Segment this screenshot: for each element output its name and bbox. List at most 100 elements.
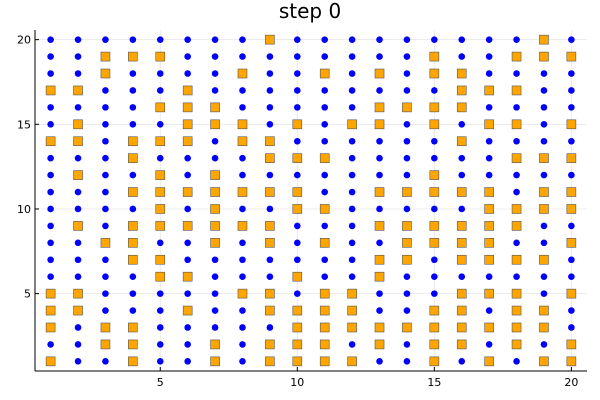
circle-marker: [485, 307, 493, 314]
circle-marker: [513, 188, 520, 196]
square-marker: [484, 221, 494, 231]
square-marker: [155, 271, 166, 282]
square-marker: [456, 305, 467, 316]
square-marker: [319, 68, 330, 79]
circle-marker: [211, 290, 219, 297]
square-marker: [456, 187, 467, 197]
square-marker: [319, 356, 330, 367]
circle-marker: [403, 154, 411, 162]
square-marker: [539, 305, 549, 316]
circle-marker: [348, 188, 356, 196]
square-marker: [566, 356, 577, 367]
square-marker: [429, 221, 440, 231]
square-marker: [155, 221, 166, 231]
circle-marker: [293, 70, 301, 77]
square-marker: [128, 221, 138, 231]
circle-marker: [321, 104, 329, 111]
circle-marker: [513, 137, 520, 145]
circle-marker: [348, 104, 356, 111]
square-marker: [566, 187, 577, 197]
circle-marker: [239, 341, 246, 348]
circle-marker: [458, 121, 466, 128]
circle-marker: [540, 273, 548, 280]
circle-marker: [293, 239, 301, 247]
circle-marker: [376, 171, 383, 179]
square-marker: [100, 68, 111, 79]
circle-marker: [184, 53, 191, 60]
square-marker: [182, 102, 193, 113]
square-marker: [73, 305, 83, 316]
circle-marker: [403, 171, 411, 179]
square-marker: [429, 356, 440, 367]
circle-marker: [156, 307, 164, 314]
circle-marker: [568, 171, 575, 179]
square-marker: [210, 119, 220, 130]
circle-marker: [348, 154, 356, 162]
square-marker: [128, 254, 138, 265]
square-marker: [429, 305, 440, 316]
square-marker: [539, 356, 549, 367]
square-marker: [292, 305, 303, 316]
circle-marker: [129, 87, 137, 94]
circle-marker: [74, 239, 82, 247]
circle-marker: [348, 239, 356, 247]
circle-marker: [403, 70, 411, 77]
chart-title: step 0: [279, 0, 341, 23]
circle-marker: [348, 341, 356, 348]
square-marker: [374, 271, 385, 282]
circle-marker: [47, 341, 54, 348]
square-marker: [182, 119, 193, 130]
circle-marker: [568, 104, 575, 111]
square-marker: [128, 187, 138, 197]
circle-marker: [568, 222, 575, 230]
circle-marker: [102, 222, 109, 230]
circle-marker: [47, 222, 54, 230]
circle-marker: [239, 239, 246, 247]
circle-marker: [102, 137, 109, 145]
data-points: [45, 34, 577, 367]
square-marker: [456, 136, 467, 147]
circle-marker: [431, 290, 438, 297]
square-marker: [237, 221, 248, 231]
circle-marker: [47, 256, 54, 264]
circle-marker: [403, 307, 411, 314]
square-marker: [511, 288, 522, 299]
circle-marker: [376, 36, 383, 43]
square-marker: [539, 322, 549, 333]
square-marker: [265, 238, 275, 248]
circle-marker: [102, 154, 109, 162]
square-marker: [128, 356, 138, 367]
circle-marker: [431, 205, 438, 213]
circle-marker: [293, 256, 301, 264]
circle-marker: [513, 70, 520, 77]
square-marker: [456, 339, 467, 350]
circle-marker: [403, 205, 411, 213]
circle-marker: [211, 53, 219, 60]
circle-marker: [129, 121, 137, 128]
square-marker: [374, 254, 385, 265]
circle-marker: [513, 171, 520, 179]
square-marker: [511, 51, 522, 62]
square-marker: [374, 187, 385, 197]
circle-marker: [403, 36, 411, 43]
circle-marker: [513, 273, 520, 280]
square-marker: [292, 119, 303, 130]
circle-marker: [321, 273, 329, 280]
circle-marker: [376, 137, 383, 145]
circle-marker: [348, 256, 356, 264]
square-marker: [45, 85, 56, 96]
circle-marker: [293, 36, 301, 43]
square-marker: [292, 153, 303, 163]
circle-marker: [321, 171, 329, 179]
circle-marker: [540, 290, 548, 297]
circle-marker: [321, 222, 329, 230]
square-marker: [45, 288, 56, 299]
square-marker: [484, 119, 494, 130]
square-marker: [429, 238, 440, 248]
circle-marker: [211, 70, 219, 77]
square-marker: [155, 136, 166, 147]
circle-marker: [540, 137, 548, 145]
x-tick-label: 10: [290, 376, 304, 389]
circle-marker: [458, 36, 466, 43]
